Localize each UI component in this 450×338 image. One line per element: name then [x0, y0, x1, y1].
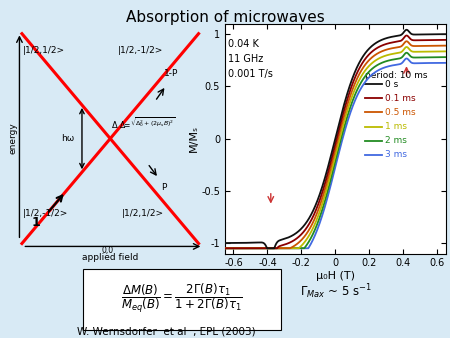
Text: 1 ms: 1 ms: [385, 122, 407, 131]
Text: 1: 1: [32, 216, 40, 229]
Text: 0.04 K
11 GHz
0.001 T/s: 0.04 K 11 GHz 0.001 T/s: [229, 39, 273, 79]
Text: hω: hω: [61, 134, 75, 143]
Text: 3 ms: 3 ms: [385, 150, 407, 159]
Text: |1/2,1/2>: |1/2,1/2>: [122, 209, 163, 218]
Text: 0.1 ms: 0.1 ms: [385, 94, 416, 103]
Text: Absorption of microwaves: Absorption of microwaves: [126, 10, 324, 25]
Text: Δ: Δ: [120, 121, 125, 130]
Text: |1/2,-1/2>: |1/2,-1/2>: [22, 209, 68, 218]
Text: =: =: [124, 121, 130, 130]
X-axis label: μ₀H (T): μ₀H (T): [316, 271, 355, 281]
Text: P: P: [161, 183, 166, 192]
Text: period: 10 ms: period: 10 ms: [365, 71, 428, 80]
Text: 0.5 ms: 0.5 ms: [385, 108, 416, 117]
Text: 0 s: 0 s: [385, 80, 399, 89]
FancyBboxPatch shape: [83, 269, 282, 330]
Text: 0,0: 0,0: [101, 246, 113, 256]
Text: Δ: Δ: [112, 121, 117, 130]
Text: W. Wernsdorfer  et al  , EPL (2003): W. Wernsdorfer et al , EPL (2003): [77, 326, 256, 336]
Text: applied field: applied field: [82, 254, 139, 263]
Text: $\sqrt{\Delta_0^2+(2\mu_s B)^2}$: $\sqrt{\Delta_0^2+(2\mu_s B)^2}$: [130, 116, 176, 130]
Text: |1/2,1/2>: |1/2,1/2>: [22, 46, 64, 55]
Text: |1/2,-1/2>: |1/2,-1/2>: [118, 46, 163, 55]
Text: $\Gamma_{Max}$ ~ 5 s$^{-1}$: $\Gamma_{Max}$ ~ 5 s$^{-1}$: [300, 283, 372, 301]
Text: energy: energy: [9, 123, 18, 154]
Y-axis label: M/Mₛ: M/Mₛ: [189, 125, 198, 152]
Text: $\dfrac{\Delta M(B)}{M_{eq}(B)} = \dfrac{2\Gamma(B)\tau_1}{1+2\Gamma(B)\tau_1}$: $\dfrac{\Delta M(B)}{M_{eq}(B)} = \dfrac…: [122, 281, 243, 315]
Text: 1-P: 1-P: [164, 70, 178, 78]
Text: 2 ms: 2 ms: [385, 136, 407, 145]
